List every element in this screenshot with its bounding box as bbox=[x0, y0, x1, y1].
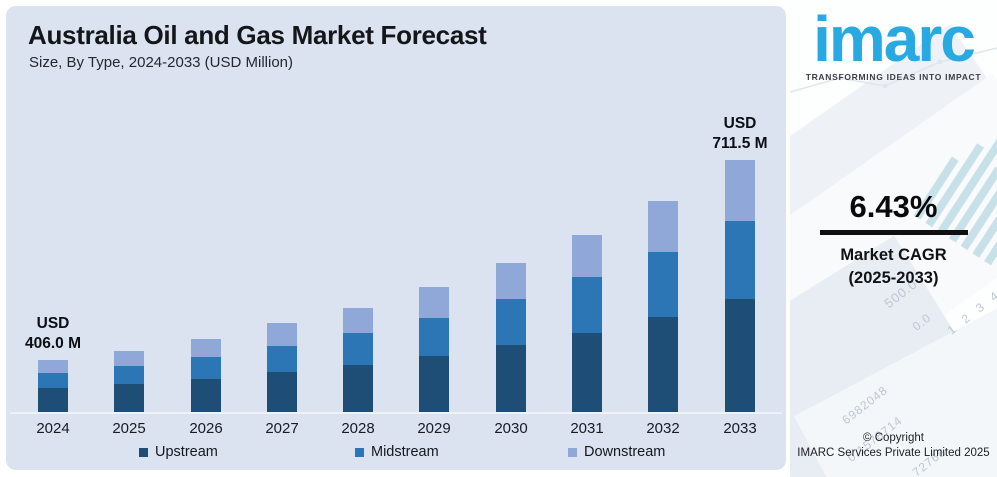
bar-segment-upstream-2030 bbox=[496, 345, 526, 412]
bar-segment-downstream-2031 bbox=[572, 235, 602, 277]
cagr-label-line2: (2025-2033) bbox=[848, 269, 939, 287]
bar-segment-upstream-2024 bbox=[38, 388, 68, 412]
bar-segment-midstream-2027 bbox=[267, 346, 297, 372]
bar-segment-upstream-2026 bbox=[191, 379, 221, 412]
x-tick-2029: 2029 bbox=[417, 420, 451, 437]
bar-segment-downstream-2033 bbox=[725, 160, 755, 221]
cagr-block: 6.43% Market CAGR (2025-2033) bbox=[790, 190, 997, 290]
value-label-2024: USD 406.0 M bbox=[24, 315, 81, 352]
x-tick-2026: 2026 bbox=[189, 420, 223, 437]
bar-segment-upstream-2028 bbox=[343, 365, 373, 412]
x-tick-2031: 2031 bbox=[570, 420, 604, 437]
bar-segment-downstream-2026 bbox=[191, 339, 221, 357]
copyright-line1: © Copyright bbox=[863, 432, 924, 444]
legend-label-midstream: Midstream bbox=[371, 444, 439, 460]
bar-segment-upstream-2031 bbox=[572, 333, 602, 412]
cagr-label-line1: Market CAGR bbox=[840, 246, 947, 264]
imarc-logo-tagline: TRANSFORMING IDEAS INTO IMPACT bbox=[805, 72, 982, 82]
copyright-line2: IMARC Services Private Limited 2025 bbox=[797, 447, 990, 459]
bar-segment-downstream-2030 bbox=[496, 263, 526, 299]
bar-segment-downstream-2032 bbox=[648, 201, 678, 252]
watermark-line-graphic bbox=[790, 47, 997, 93]
bar-segment-downstream-2027 bbox=[267, 323, 297, 346]
bar-segment-midstream-2032 bbox=[648, 252, 678, 317]
bar-segment-downstream-2028 bbox=[343, 308, 373, 333]
x-tick-2027: 2027 bbox=[265, 420, 299, 437]
bar-segment-downstream-2024 bbox=[38, 360, 68, 373]
x-tick-2024: 2024 bbox=[36, 420, 70, 437]
imarc-logo-wordmark: imarc bbox=[813, 3, 976, 75]
cagr-divider bbox=[819, 230, 968, 235]
imarc-logo: imarc TRANSFORMING IDEAS INTO IMPACT bbox=[790, 6, 997, 82]
bar-segment-upstream-2025 bbox=[114, 384, 144, 412]
bar-segment-midstream-2026 bbox=[191, 357, 221, 379]
bar-segment-midstream-2029 bbox=[419, 318, 449, 356]
chart-legend: Upstream Midstream Downstream bbox=[6, 444, 786, 464]
bar-segment-upstream-2027 bbox=[267, 372, 297, 412]
legend-item-upstream: Upstream bbox=[139, 444, 218, 460]
bar-segment-upstream-2032 bbox=[648, 317, 678, 412]
bar-chart: 2024 2025 2026 2027 2028 2029 2030 2031 2032 2033… bbox=[6, 6, 786, 470]
value-label-2033: USD 711.5 M bbox=[712, 115, 768, 152]
bar-segment-downstream-2025 bbox=[114, 351, 144, 366]
legend-swatch-upstream bbox=[139, 447, 148, 457]
x-tick-2032: 2032 bbox=[646, 420, 680, 437]
bar-segment-midstream-2025 bbox=[114, 366, 144, 384]
legend-item-midstream: Midstream bbox=[355, 444, 439, 460]
x-tick-2025: 2025 bbox=[112, 420, 146, 437]
chart-title: Australia Oil and Gas Market Forecast bbox=[28, 20, 487, 50]
chart-panel: Australia Oil and Gas Market Forecast Si… bbox=[6, 6, 786, 470]
info-panel: 500.0 0.0 1 2 3 4 6982048 0.1578714 7276… bbox=[790, 0, 997, 477]
legend-item-downstream: Downstream bbox=[568, 444, 665, 460]
bar-segment-midstream-2030 bbox=[496, 299, 526, 345]
x-tick-2028: 2028 bbox=[341, 420, 375, 437]
x-tick-2033: 2033 bbox=[723, 420, 757, 437]
legend-swatch-midstream bbox=[355, 447, 364, 457]
bar-segment-downstream-2029 bbox=[419, 287, 449, 318]
legend-swatch-downstream bbox=[568, 447, 577, 457]
legend-label-upstream: Upstream bbox=[155, 444, 218, 460]
chart-subtitle: Size, By Type, 2024-2033 (USD Million) bbox=[29, 54, 294, 71]
x-tick-2030: 2030 bbox=[494, 420, 528, 437]
copyright: © Copyright IMARC Services Private Limit… bbox=[790, 431, 997, 461]
bar-segment-midstream-2031 bbox=[572, 277, 602, 333]
x-axis-line bbox=[10, 412, 782, 414]
bar-segment-midstream-2033 bbox=[725, 221, 755, 299]
bar-segment-upstream-2029 bbox=[419, 356, 449, 412]
cagr-value: 6.43% bbox=[849, 189, 938, 224]
bar-segment-midstream-2024 bbox=[38, 373, 68, 388]
bar-segment-midstream-2028 bbox=[343, 333, 373, 365]
legend-label-downstream: Downstream bbox=[584, 444, 666, 460]
bar-segment-upstream-2033 bbox=[725, 299, 755, 412]
